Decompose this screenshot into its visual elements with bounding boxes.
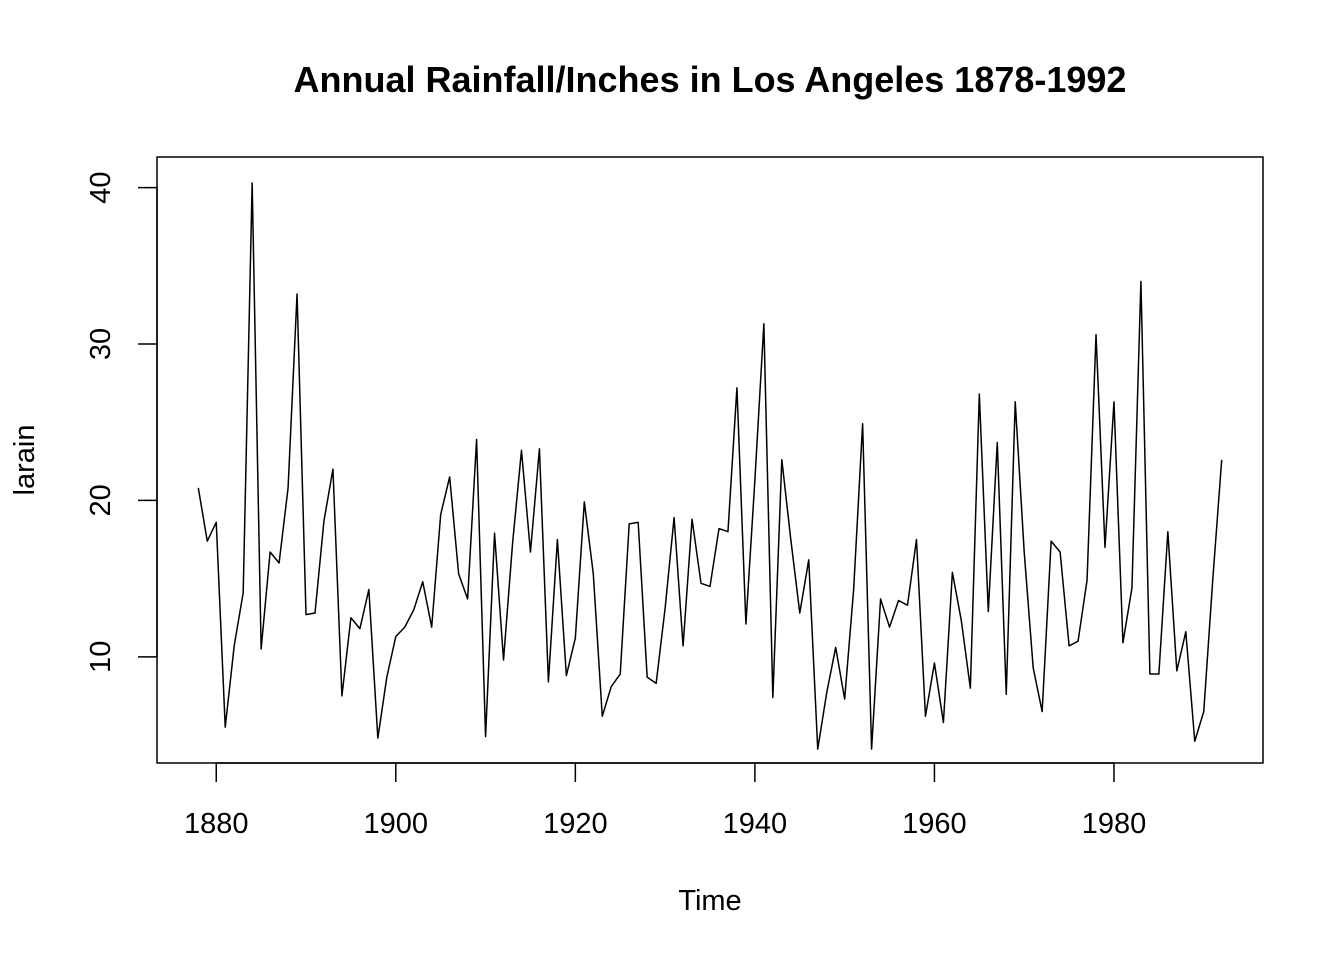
y-axis-label: larain [9,425,41,496]
y-tick-label: 40 [85,172,117,204]
y-tick-label: 30 [85,328,117,360]
x-tick-label: 1980 [1082,808,1147,840]
chart-title: Annual Rainfall/Inches in Los Angeles 18… [294,59,1127,100]
plot-frame [156,156,1264,764]
x-tick-label: 1920 [543,808,608,840]
x-axis: 1880 1900 1920 1940 1960 1980 [184,762,1147,840]
x-tick-label: 1880 [184,808,249,840]
y-tick-label: 10 [85,641,117,673]
y-axis: 10 20 30 40 [85,172,158,673]
x-tick-label: 1960 [902,808,967,840]
x-axis-label: Time [678,885,741,917]
y-tick-label: 20 [85,484,117,516]
x-tick-label: 1940 [723,808,788,840]
x-tick-label: 1900 [364,808,429,840]
series-line-larain [197,182,1223,750]
